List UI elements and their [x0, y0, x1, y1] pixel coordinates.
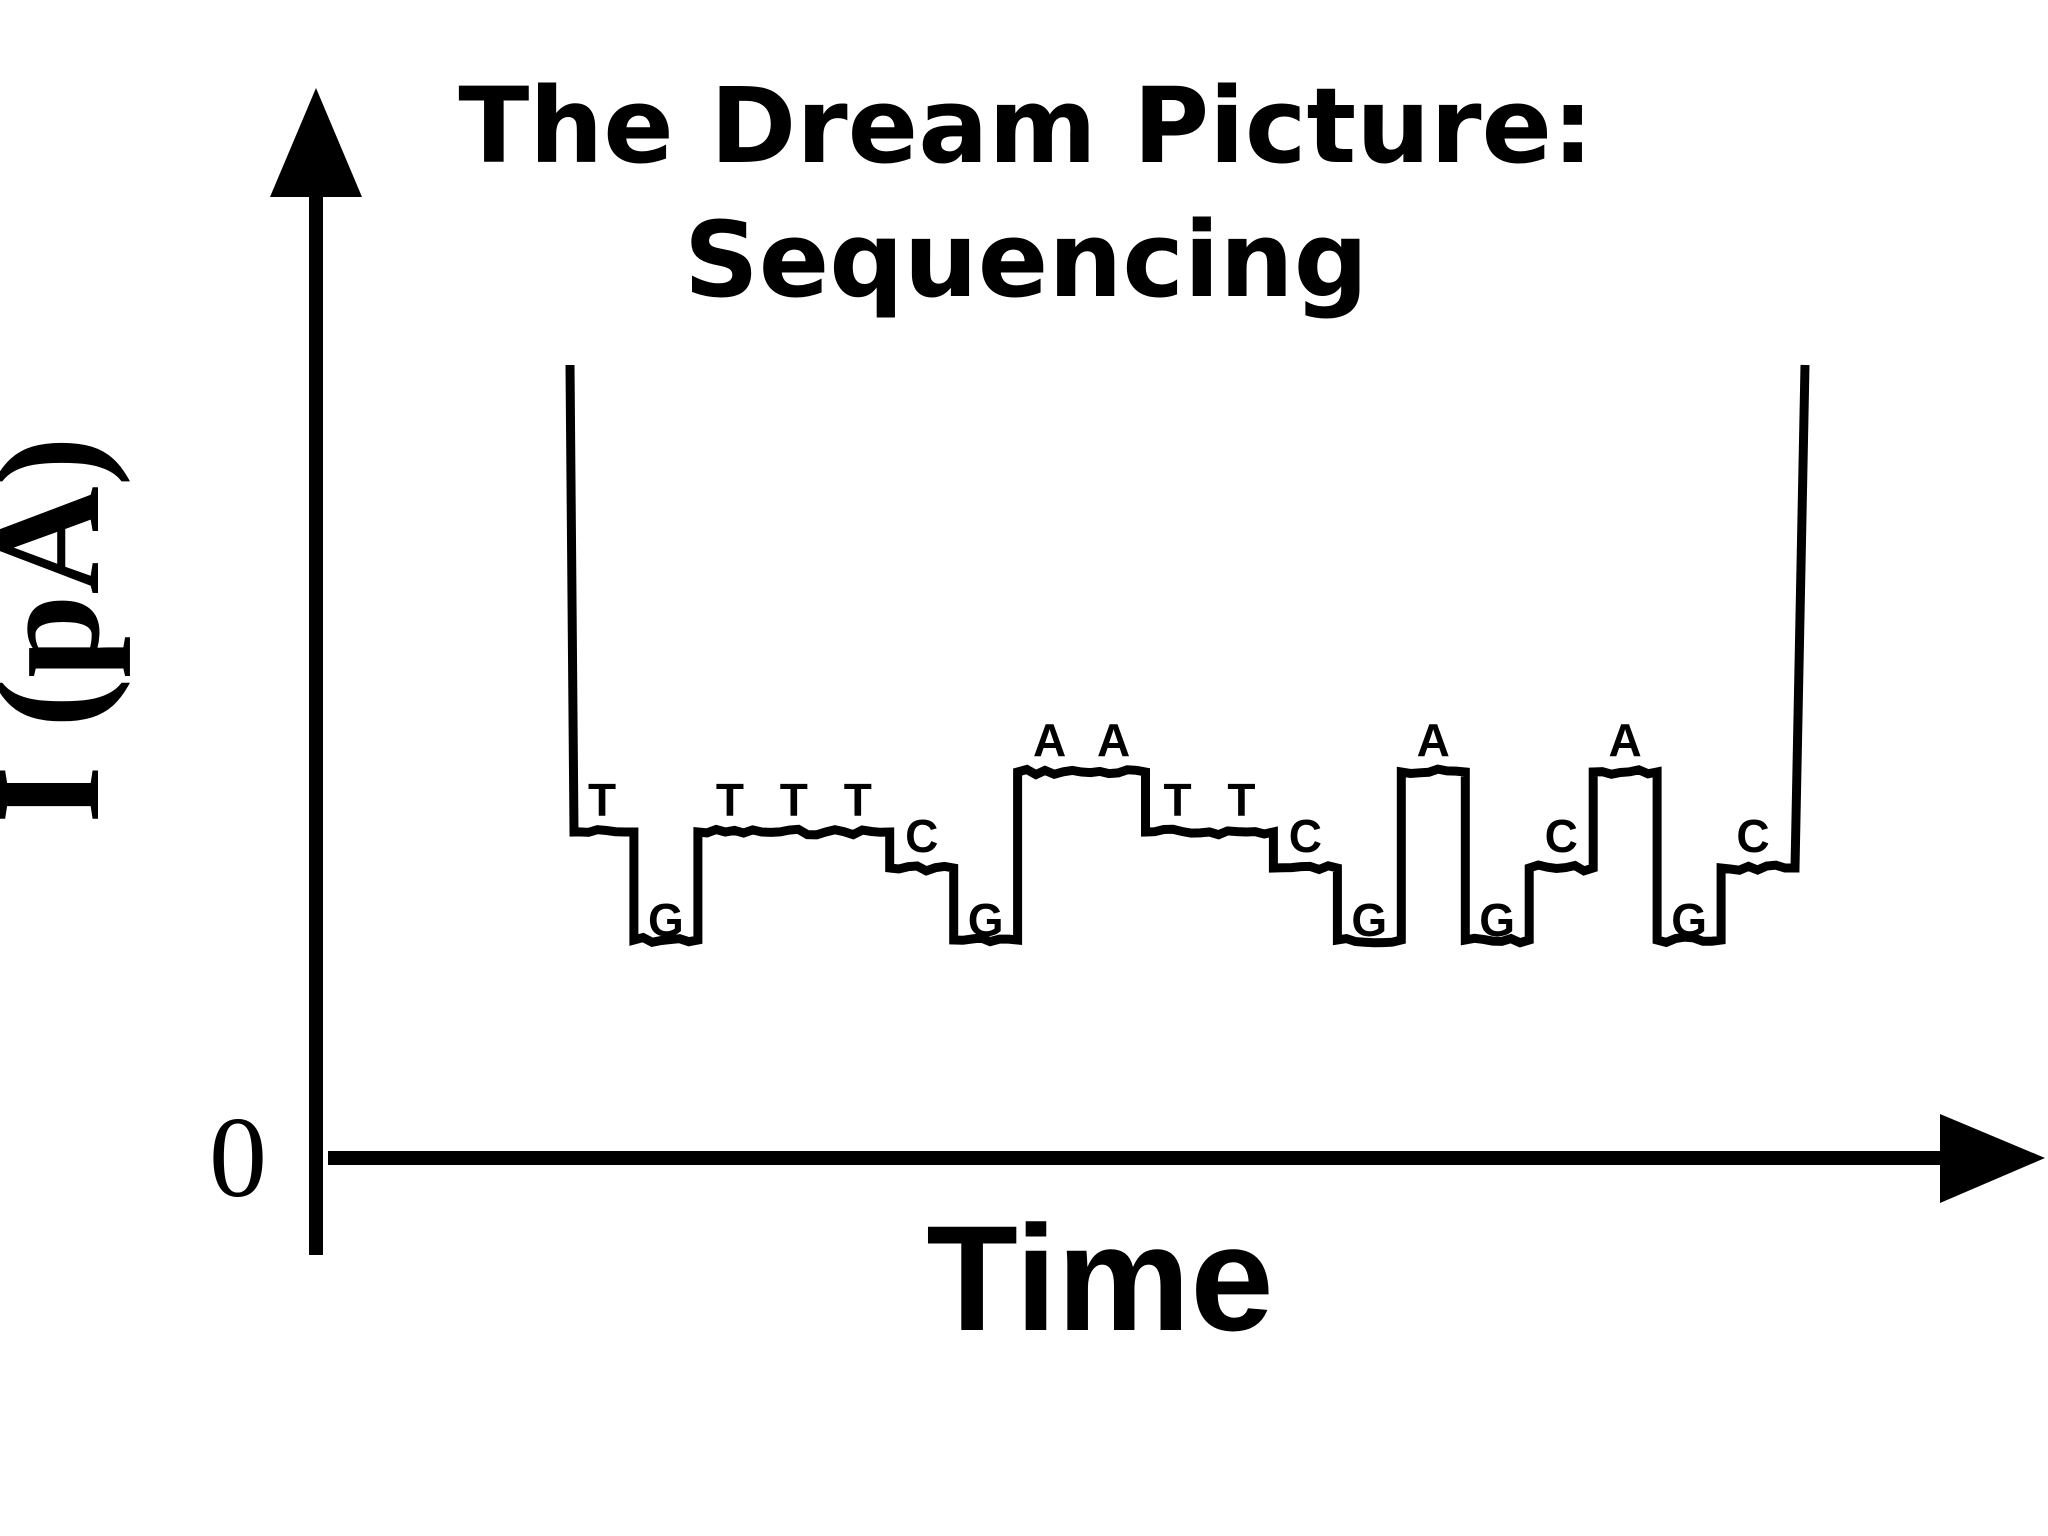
base-label-t: T [588, 774, 616, 826]
base-label-c: C [1736, 810, 1769, 862]
base-label-t: T [716, 774, 744, 826]
base-label-a: A [1417, 714, 1450, 766]
base-label-g: G [1351, 894, 1387, 946]
chart-title-line-1: The Dream Picture: [458, 65, 1593, 187]
base-label-g: G [968, 894, 1004, 946]
x-axis-label: Time [926, 1194, 1273, 1362]
base-label-a: A [1033, 714, 1066, 766]
trace-layer [565, 364, 1810, 948]
y-tick-label-zero: 0 [209, 1094, 267, 1222]
y-axis-arrowhead [270, 88, 362, 197]
base-label-t: T [1163, 774, 1191, 826]
base-label-t: T [844, 774, 872, 826]
base-label-c: C [905, 810, 938, 862]
base-label-g: G [1671, 894, 1707, 946]
y-axis-label: I (pA) [0, 436, 131, 824]
base-label-c: C [1289, 810, 1322, 862]
chart-title-line-2: Sequencing [684, 199, 1368, 321]
base-label-g: G [1479, 894, 1515, 946]
base-label-g: G [648, 894, 684, 946]
current-trace-line [565, 364, 1810, 948]
base-label-a: A [1608, 714, 1641, 766]
base-label-t: T [780, 774, 808, 826]
x-axis-arrowhead [1940, 1114, 2045, 1203]
base-label-t: T [1227, 774, 1255, 826]
base-label-c: C [1545, 810, 1578, 862]
base-label-a: A [1097, 714, 1130, 766]
